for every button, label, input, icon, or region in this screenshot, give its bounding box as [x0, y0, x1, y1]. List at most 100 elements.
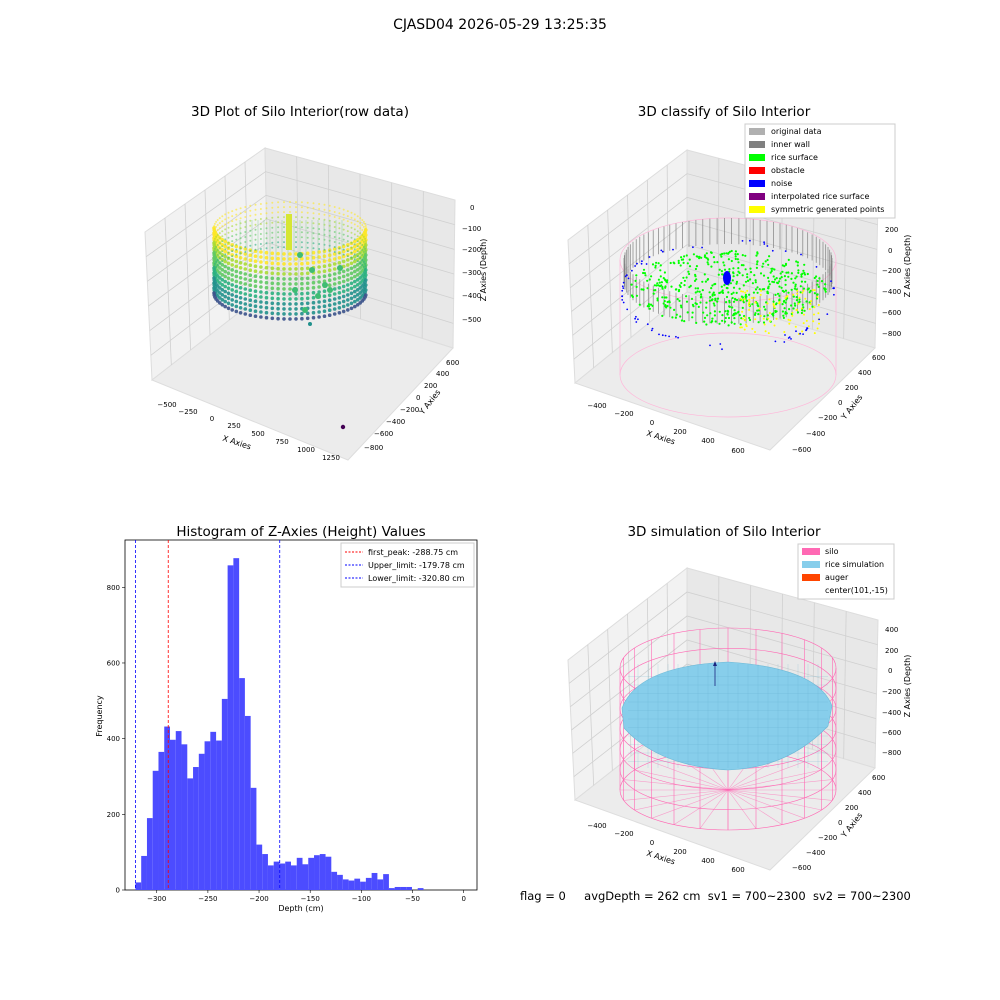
raw-point	[215, 255, 218, 258]
rice-surface-point	[749, 267, 752, 270]
rice-surface-point	[728, 301, 731, 304]
symmetric-point	[773, 324, 776, 327]
raw-point	[259, 203, 262, 205]
rice-surface-point	[766, 292, 770, 295]
raw-point	[243, 262, 248, 266]
raw-point	[364, 260, 367, 262]
raw-point	[322, 249, 327, 253]
raw-point	[312, 202, 315, 205]
histogram-bar	[417, 888, 424, 890]
rice-surface-point	[721, 314, 724, 317]
rice-surface-point	[691, 311, 694, 314]
histogram-bar	[141, 855, 147, 890]
rice-surface-point	[695, 321, 698, 324]
rice-surface-point	[650, 275, 653, 278]
raw-point	[270, 316, 275, 321]
raw-point	[223, 284, 227, 289]
noise-point	[677, 336, 679, 339]
raw-point	[341, 299, 346, 304]
rice-surface-point	[730, 292, 733, 296]
raw-point	[322, 259, 327, 264]
rice-surface-point	[756, 291, 759, 294]
raw-point	[227, 221, 230, 224]
raw-point	[230, 303, 234, 307]
z-tick: 200	[885, 226, 898, 234]
rice-surface-point	[735, 291, 738, 294]
raw-point	[253, 264, 258, 269]
raw-point	[235, 243, 238, 246]
rice-surface-point	[671, 316, 674, 319]
raw-point	[234, 244, 239, 249]
rice-surface-point	[634, 279, 637, 282]
raw-point	[353, 249, 357, 254]
rice-surface-point	[680, 306, 683, 309]
raw-point	[213, 235, 216, 237]
raw-point	[322, 299, 327, 304]
rice-surface-point	[705, 301, 708, 304]
panel4-zlabel: Z Axies (Depth)	[903, 655, 912, 718]
rice-surface-point	[710, 299, 713, 302]
raw-point	[248, 258, 253, 263]
raw-point	[288, 302, 292, 306]
raw-point	[312, 222, 315, 225]
raw-point	[361, 259, 364, 261]
raw-point	[243, 277, 248, 281]
rice-surface-point	[732, 275, 735, 278]
symmetric-point	[767, 317, 770, 320]
raw-point	[350, 231, 353, 234]
noise-point	[626, 308, 629, 311]
raw-point	[215, 220, 218, 223]
z-tick: −400	[462, 292, 481, 300]
raw-point	[288, 287, 292, 291]
raw-point	[220, 253, 225, 257]
raw-point	[277, 216, 280, 219]
symmetric-point	[816, 296, 819, 298]
symmetric-point	[773, 306, 776, 309]
rice-surface-point	[778, 285, 781, 288]
symmetric-point	[789, 319, 792, 322]
noise-point	[763, 241, 765, 244]
rice-surface-point	[762, 321, 766, 324]
symmetric-point	[796, 308, 798, 311]
raw-point	[358, 291, 363, 295]
raw-point	[265, 237, 268, 240]
raw-point	[223, 254, 227, 259]
raw-point	[337, 261, 342, 265]
raw-point	[259, 290, 263, 294]
histogram-bar	[383, 874, 389, 890]
raw-point	[213, 222, 216, 225]
rice-surface-point	[705, 252, 708, 255]
raw-point	[364, 257, 367, 260]
raw-point	[311, 290, 316, 295]
raw-point	[235, 228, 238, 231]
raw-point	[322, 269, 327, 274]
rice-surface-point	[713, 261, 716, 264]
raw-point	[295, 231, 297, 234]
rice-surface-point	[783, 275, 787, 278]
raw-point	[317, 310, 321, 314]
panel2-zlabel: Z Axies (Depth)	[903, 235, 912, 298]
x-tick: 600	[731, 447, 744, 455]
raw-point	[216, 239, 219, 241]
raw-point	[294, 302, 298, 306]
silo-strut	[727, 761, 805, 791]
rice-surface-point	[771, 280, 774, 283]
raw-point	[213, 270, 216, 272]
raw-point	[243, 272, 248, 276]
raw-point	[322, 264, 327, 269]
raw-point	[282, 307, 286, 311]
raw-point	[276, 301, 280, 306]
noise-point	[771, 249, 774, 252]
raw-point	[333, 246, 336, 248]
rice-surface-point	[742, 284, 745, 287]
raw-point	[216, 249, 219, 251]
raw-point	[288, 292, 292, 296]
symmetric-point	[783, 331, 786, 333]
raw-point	[223, 294, 227, 299]
panel4-rice-surface	[621, 661, 833, 771]
rice-surface-point	[723, 284, 726, 287]
raw-point	[271, 221, 274, 224]
raw-point	[346, 225, 349, 228]
rice-surface-point	[765, 301, 768, 304]
raw-point	[341, 244, 346, 249]
